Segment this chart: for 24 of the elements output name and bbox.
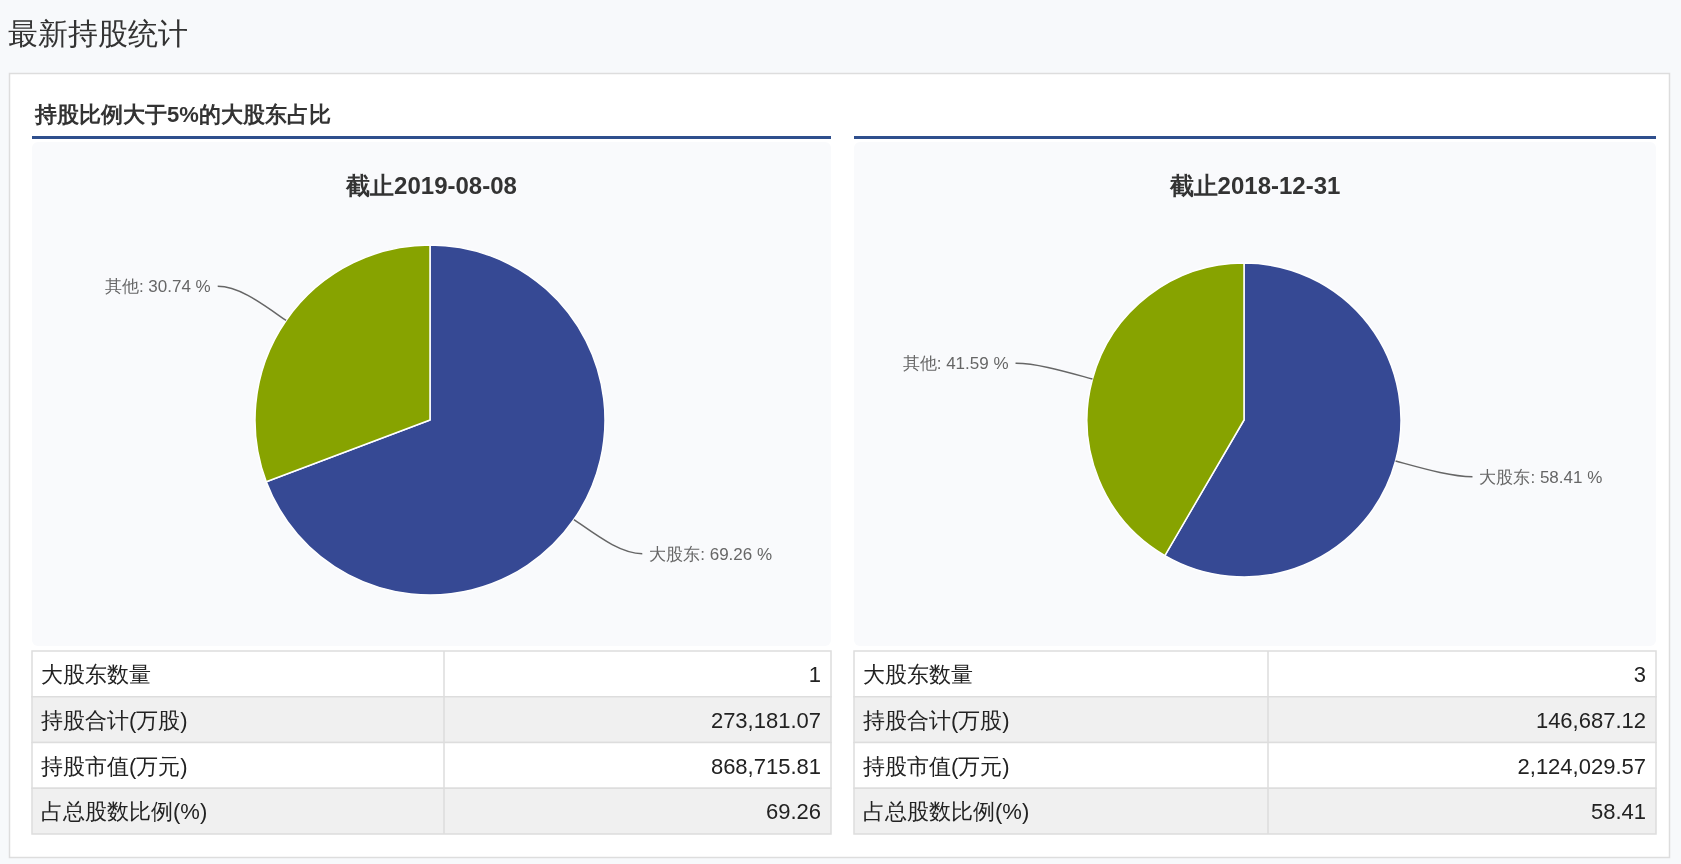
text: 3	[1633, 662, 1646, 687]
text: 2,124,029.57	[1517, 753, 1646, 779]
text: 868,715.81	[710, 753, 821, 779]
text: 1	[808, 662, 821, 687]
slice-label: 大股东: 69.26 %	[649, 544, 773, 564]
text: 占总股数比例(%)	[863, 799, 1030, 825]
text: 占总股数比例(%)	[41, 799, 208, 825]
text: 最新持股统计	[8, 17, 188, 50]
chart-title: 截止2019-08-08	[345, 172, 517, 199]
slice-label: 其他: 41.59 %	[902, 354, 1009, 374]
text: 58.41	[1590, 799, 1646, 825]
text: 146,687.12	[1535, 707, 1646, 733]
text: 持股比例大于5%的大股东占比	[34, 102, 331, 127]
text: 69.26	[765, 799, 821, 825]
text: 持股市值(万元)	[863, 753, 1010, 779]
slice-label: 其他: 30.74 %	[104, 277, 211, 297]
slice-label: 大股东: 58.41 %	[1479, 467, 1603, 487]
chart-title: 截止2018-12-31	[1168, 172, 1341, 199]
text: 持股合计(万股)	[41, 707, 188, 733]
text: 持股合计(万股)	[863, 707, 1010, 733]
text: 大股东数量	[41, 662, 151, 687]
text: 持股市值(万元)	[41, 753, 188, 779]
text: 273,181.07	[710, 707, 821, 733]
text: 大股东数量	[863, 662, 973, 687]
